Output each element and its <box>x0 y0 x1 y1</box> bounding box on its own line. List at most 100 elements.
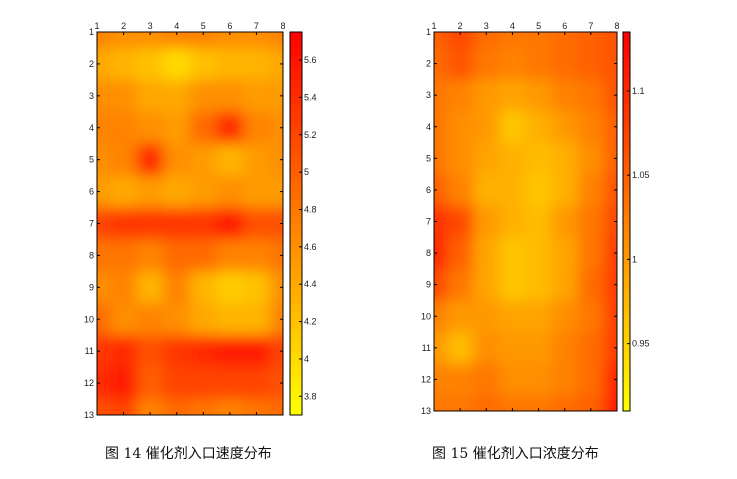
y-tick-label: 8 <box>89 250 94 260</box>
heatmap-cell <box>603 237 617 270</box>
x-tick-label: 1 <box>94 21 99 31</box>
heatmap-cell <box>551 395 579 411</box>
x-tick-label: 3 <box>484 21 489 31</box>
heatmap-cell <box>447 268 474 301</box>
heatmap-cell <box>603 110 617 144</box>
heatmap-cell <box>243 32 271 49</box>
heatmap-cell <box>216 175 244 209</box>
y-tick-label: 5 <box>426 153 431 163</box>
heatmap-cell <box>163 32 191 49</box>
heatmap-cell <box>110 111 138 145</box>
heatmap-cell <box>551 47 579 80</box>
heatmap-cell <box>434 32 448 49</box>
heatmap-cell <box>163 207 191 240</box>
heatmap-cell <box>577 79 605 112</box>
heatmap-cell <box>190 79 218 113</box>
heatmap-cell <box>110 143 138 177</box>
heatmap-cell <box>216 335 244 368</box>
heatmap-cell <box>216 32 244 49</box>
heatmap-cell <box>243 367 271 400</box>
heatmap-cell <box>243 143 271 177</box>
heatmap-cell <box>110 303 138 336</box>
heatmap-cell <box>473 47 500 80</box>
heatmap-cell <box>216 399 244 415</box>
heatmap-cell <box>473 79 500 112</box>
x-tick-label: 7 <box>254 21 259 31</box>
heatmap-cell <box>269 32 283 49</box>
y-tick-label: 12 <box>421 374 431 384</box>
heatmap-cell <box>525 237 553 270</box>
colorbar-tick-label: 1 <box>632 254 637 264</box>
heatmap-cell <box>434 47 448 80</box>
y-tick-label: 9 <box>89 282 94 292</box>
heatmap-cell <box>190 335 218 368</box>
heatmap-cell <box>525 205 553 238</box>
heatmap-cell <box>110 239 138 272</box>
heatmap-cell <box>473 332 500 365</box>
heatmap-cell <box>216 143 244 177</box>
heatmap-cell <box>97 239 111 272</box>
heatmap-cell <box>190 175 218 209</box>
heatmap-cell <box>473 363 500 396</box>
heatmap-cell <box>216 271 244 304</box>
heatmap-cell <box>110 367 138 400</box>
heatmap-cell <box>603 300 617 333</box>
y-tick-label: 10 <box>421 311 431 321</box>
x-tick-label: 5 <box>201 21 206 31</box>
heatmap-cell <box>190 239 218 272</box>
x-tick-label: 6 <box>227 21 232 31</box>
heatmap-cell <box>269 399 283 415</box>
heatmap-cell <box>110 79 138 113</box>
heatmap-cell <box>216 303 244 336</box>
heatmap-cell <box>577 47 605 80</box>
colorbar-tick-label: 5.4 <box>304 92 317 102</box>
heatmap-cell <box>434 237 448 270</box>
y-tick-label: 1 <box>89 27 94 37</box>
heatmap-cell <box>499 142 526 175</box>
heatmap-cell <box>243 335 271 368</box>
heatmap-cell <box>603 332 617 365</box>
heatmap-cell <box>551 205 579 238</box>
heatmap-cell <box>136 143 164 177</box>
x-tick-label: 2 <box>121 21 126 31</box>
heatmap-field <box>434 32 617 411</box>
heatmap-cell <box>110 399 138 415</box>
heatmap-cell <box>243 47 271 81</box>
colorbar-tick-label: 3.8 <box>304 391 317 401</box>
y-tick-label: 7 <box>89 219 94 229</box>
heatmap-cell <box>190 47 218 81</box>
x-tick-label: 4 <box>174 21 179 31</box>
concentration-figure-caption: 图 15 催化剂入口浓度分布 <box>432 446 599 462</box>
heatmap-cell <box>473 174 500 207</box>
heatmap-cell <box>190 207 218 240</box>
heatmap-cell <box>190 399 218 415</box>
heatmap-cell <box>499 268 526 301</box>
colorbar-tick-label: 5.2 <box>304 130 317 140</box>
y-tick-label: 5 <box>89 155 94 165</box>
heatmap-cell <box>603 395 617 411</box>
heatmap-cell <box>551 142 579 175</box>
heatmap-cell <box>269 207 283 240</box>
heatmap-cell <box>243 399 271 415</box>
heatmap-cell <box>577 110 605 144</box>
heatmap-cell <box>216 239 244 272</box>
heatmap-cell <box>577 268 605 301</box>
heatmap-cell <box>551 32 579 49</box>
heatmap-cell <box>434 205 448 238</box>
heatmap-cell <box>434 142 448 175</box>
y-tick-label: 8 <box>426 248 431 258</box>
heatmap-cell <box>525 32 553 49</box>
heatmap-cell <box>163 143 191 177</box>
heatmap-cell <box>551 79 579 112</box>
heatmap-cell <box>577 142 605 175</box>
heatmap-cell <box>163 399 191 415</box>
heatmap-cell <box>97 111 111 145</box>
heatmap-cell <box>97 175 111 209</box>
heatmap-cell <box>136 47 164 81</box>
x-tick-label: 7 <box>588 21 593 31</box>
colorbar-tick-label: 1.1 <box>632 86 645 96</box>
y-tick-label: 3 <box>426 90 431 100</box>
heatmap-cell <box>603 142 617 175</box>
heatmap-cell <box>447 205 474 238</box>
